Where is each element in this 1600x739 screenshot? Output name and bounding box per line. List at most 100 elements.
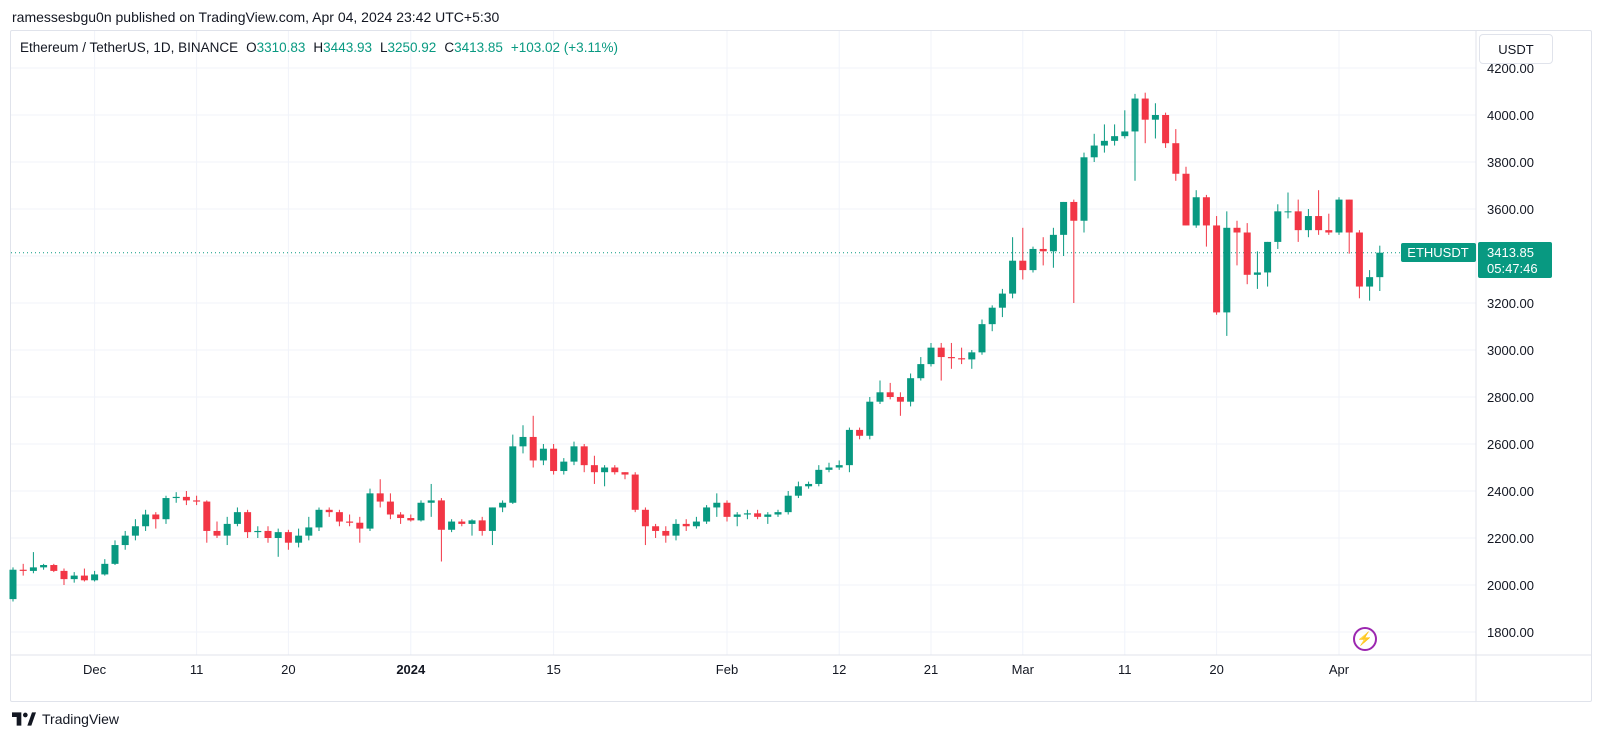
- candle-body: [988, 307, 996, 325]
- price-badge: ETHUSDT 3413.85 05:47:46: [1401, 242, 1552, 278]
- candle-body: [1182, 173, 1190, 226]
- candle-body: [774, 512, 782, 515]
- candle-body: [978, 324, 986, 353]
- candle-body: [958, 358, 966, 360]
- time-tick-label: Dec: [83, 662, 107, 677]
- candle-body: [172, 496, 180, 499]
- candle: [1131, 93, 1139, 181]
- candle-body: [366, 493, 374, 529]
- candle-body: [1121, 131, 1129, 137]
- currency-button[interactable]: USDT: [1479, 34, 1553, 64]
- candle: [244, 509, 252, 538]
- candle: [488, 507, 496, 546]
- candle: [1253, 251, 1261, 289]
- candle: [193, 495, 201, 506]
- candle-body: [101, 563, 109, 575]
- candle: [121, 530, 129, 550]
- candle-body: [1029, 248, 1037, 271]
- candle: [570, 441, 578, 466]
- candle: [172, 492, 180, 503]
- candle: [1284, 192, 1292, 219]
- price-tick-label: 3200.00: [1487, 296, 1534, 311]
- candle: [1111, 124, 1119, 146]
- ticker-label: ETHUSDT: [1407, 245, 1468, 260]
- candle-body: [254, 530, 262, 533]
- candle: [937, 342, 945, 381]
- candle: [325, 507, 333, 517]
- candle: [509, 434, 517, 504]
- candle: [1223, 211, 1231, 336]
- candle: [927, 342, 935, 367]
- candle: [91, 570, 99, 582]
- candle: [162, 495, 170, 524]
- candle-body: [907, 378, 915, 402]
- candle-body: [1213, 225, 1221, 313]
- candle: [998, 288, 1006, 318]
- candle-body: [376, 493, 384, 502]
- candle-body: [162, 498, 170, 520]
- candle-body: [233, 512, 241, 524]
- candle-body: [937, 347, 945, 358]
- candle: [305, 516, 313, 541]
- candle-body: [19, 569, 27, 571]
- candle: [386, 493, 394, 520]
- time-tick-label: 20: [281, 662, 295, 677]
- candle-body: [80, 575, 88, 581]
- candle: [1376, 245, 1384, 292]
- price-tick-label: 2400.00: [1487, 484, 1534, 499]
- candle: [1355, 230, 1363, 299]
- candle-body: [876, 392, 884, 402]
- candle-body: [478, 520, 486, 531]
- candle-body: [856, 429, 864, 436]
- candle: [1274, 204, 1282, 249]
- candle-body: [70, 575, 78, 580]
- candle-body: [672, 523, 680, 536]
- candle-body: [427, 500, 435, 503]
- time-axis: Dec 11 20 2024 15 Feb 12 21 Mar 11 20 Apr: [11, 654, 1592, 677]
- low-value: 3250.92: [387, 40, 437, 55]
- lightning-icon[interactable]: ⚡: [1353, 627, 1377, 651]
- candle-body: [1151, 115, 1159, 120]
- candle-body: [386, 501, 394, 515]
- candle-body: [121, 535, 129, 546]
- candle: [723, 500, 731, 522]
- candle-body: [1264, 241, 1272, 273]
- candle: [131, 519, 139, 541]
- candle-body: [621, 472, 629, 475]
- candle-body: [570, 446, 578, 462]
- candle: [366, 488, 374, 531]
- candle: [1141, 92, 1149, 144]
- candle-body: [1039, 248, 1047, 252]
- price-tick-label: 1800.00: [1487, 625, 1534, 640]
- candle-body: [295, 535, 303, 543]
- candle-body: [1325, 230, 1333, 233]
- candle-body: [1304, 216, 1312, 231]
- candle: [19, 563, 27, 576]
- candle: [1019, 227, 1027, 280]
- candle: [815, 465, 823, 487]
- candle: [805, 481, 813, 489]
- candle-body: [468, 520, 476, 524]
- candle: [1243, 223, 1251, 285]
- candle-body: [499, 502, 507, 508]
- symbol-title[interactable]: Ethereum / TetherUS, 1D, BINANCE: [20, 40, 239, 55]
- candle: [1100, 124, 1108, 153]
- candle-body: [754, 513, 762, 517]
- price-tick-label: 3600.00: [1487, 202, 1534, 217]
- candle-body: [1243, 232, 1251, 275]
- candle-body: [1233, 227, 1241, 233]
- candle-body: [886, 392, 894, 397]
- candle-body: [50, 565, 58, 571]
- candle-body: [356, 522, 364, 529]
- candle: [754, 509, 762, 520]
- candle-body: [437, 500, 445, 530]
- candle: [845, 427, 853, 473]
- candle: [856, 427, 864, 440]
- candle: [1202, 194, 1210, 247]
- grid: [11, 31, 1476, 655]
- candle-body: [1049, 234, 1057, 252]
- price-tick-label: 2800.00: [1487, 390, 1534, 405]
- candle: [886, 382, 894, 400]
- candle: [784, 491, 792, 515]
